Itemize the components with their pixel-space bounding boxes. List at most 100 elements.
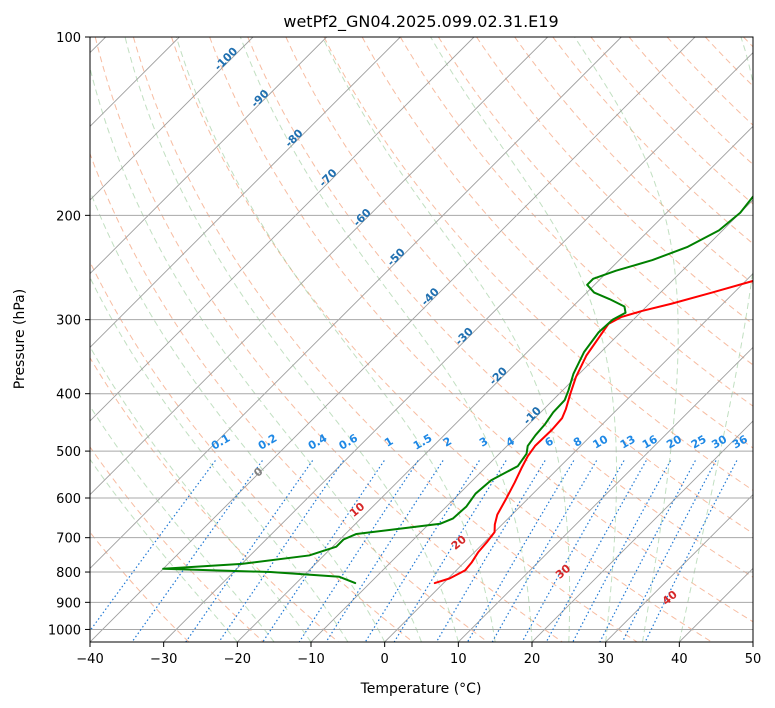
mixing-ratio-line bbox=[262, 460, 385, 642]
x-tick-label: −30 bbox=[150, 652, 177, 667]
y-tick-label: 900 bbox=[56, 596, 81, 611]
moist-adiabat bbox=[322, 37, 571, 642]
y-tick-label: 200 bbox=[56, 209, 81, 224]
isotherm-line bbox=[237, 125, 753, 642]
isotherm-line bbox=[163, 52, 753, 642]
mixing-ratio-line bbox=[325, 460, 444, 642]
x-tick-label: 30 bbox=[597, 652, 614, 667]
x-tick-label: −40 bbox=[76, 652, 103, 667]
moist-adiabat bbox=[90, 405, 275, 642]
dry-adiabat bbox=[171, 37, 713, 642]
x-tick-label: 0 bbox=[381, 652, 389, 667]
x-tick-label: −10 bbox=[297, 652, 324, 667]
mixing-ratio-label: 2 bbox=[441, 435, 454, 450]
dry-adiabat-label: 40 bbox=[660, 588, 680, 608]
mixing-ratio-label: 36 bbox=[730, 432, 750, 451]
isotherm-line bbox=[90, 37, 401, 348]
isotherm-line bbox=[458, 346, 753, 642]
mixing-ratio-lines bbox=[90, 460, 738, 642]
y-tick-label: 300 bbox=[56, 314, 81, 329]
dry-adiabat bbox=[132, 37, 638, 642]
temperature-profile-line bbox=[433, 279, 753, 585]
dry-adiabat bbox=[90, 531, 190, 642]
x-axis: −40 −30 −20 −10 0 10 20 30 40 50 bbox=[76, 642, 761, 667]
isotherms bbox=[90, 37, 753, 642]
mixing-ratio-label: 0.4 bbox=[306, 431, 330, 452]
x-tick-label: 50 bbox=[745, 652, 762, 667]
dry-adiabat bbox=[90, 152, 488, 642]
dry-adiabat-label: 30 bbox=[553, 562, 573, 582]
mixing-ratio-label: 10 bbox=[591, 432, 611, 451]
isotherm-line bbox=[531, 420, 753, 642]
isotherm-line bbox=[90, 37, 254, 201]
moist-adiabat bbox=[574, 37, 679, 642]
moist-adiabat bbox=[678, 37, 753, 642]
mixing-ratio-label: 13 bbox=[618, 433, 638, 452]
dry-adiabat bbox=[590, 37, 753, 205]
y-axis-label: Pressure (hPa) bbox=[12, 289, 28, 389]
dewpoint-profile-line bbox=[162, 194, 753, 585]
isotherm-label: -60 bbox=[351, 206, 374, 229]
moist-adiabat bbox=[124, 37, 459, 642]
dry-adiabat bbox=[438, 37, 753, 366]
isotherm-label: -90 bbox=[248, 87, 271, 110]
y-tick-label: 800 bbox=[56, 566, 81, 581]
mixing-ratio-label: 16 bbox=[640, 432, 660, 451]
isotherm-label: -100 bbox=[212, 44, 241, 73]
mixing-ratio-line bbox=[491, 460, 598, 642]
isotherm-label: -30 bbox=[453, 325, 476, 348]
isotherm-label: -50 bbox=[385, 245, 408, 268]
dry-adiabat bbox=[94, 37, 563, 642]
dry-adiabat bbox=[90, 260, 414, 642]
x-tick-label: 10 bbox=[450, 652, 467, 667]
isotherm-label: -10 bbox=[521, 404, 544, 427]
y-tick-label: 1000 bbox=[48, 623, 81, 638]
dry-adiabat-label: 20 bbox=[449, 533, 469, 553]
x-axis-label: Temperature (°C) bbox=[360, 681, 482, 697]
dry-adiabat bbox=[552, 37, 753, 245]
mixing-ratio-line bbox=[90, 460, 216, 632]
pressure-gridlines bbox=[90, 37, 753, 630]
x-tick-label: 40 bbox=[671, 652, 688, 667]
dry-adiabat bbox=[743, 37, 753, 48]
y-tick-label: 700 bbox=[56, 532, 81, 547]
mixing-ratio-line bbox=[393, 460, 507, 642]
isotherm-line bbox=[90, 37, 696, 642]
dry-adiabat bbox=[90, 356, 339, 642]
mixing-ratio-label: 25 bbox=[689, 433, 709, 452]
moist-adiabat bbox=[90, 66, 422, 642]
profile-lines bbox=[162, 194, 753, 585]
isotherm-label: -40 bbox=[419, 285, 442, 308]
isotherm-line bbox=[605, 494, 753, 642]
dry-adiabat-label: 0 bbox=[251, 465, 265, 480]
moist-adiabat bbox=[90, 458, 238, 642]
mixing-ratio-line bbox=[572, 460, 672, 642]
chart-title: wetPf2_GN04.2025.099.02.31.E19 bbox=[283, 12, 558, 32]
mixing-ratio-line bbox=[364, 460, 480, 642]
mixing-ratio-line bbox=[435, 460, 546, 642]
moist-adiabat bbox=[90, 345, 312, 642]
dry-adiabats bbox=[90, 37, 753, 642]
mixing-ratio-line bbox=[131, 460, 263, 642]
mixing-ratio-line bbox=[218, 460, 345, 642]
y-tick-label: 400 bbox=[56, 388, 81, 403]
isotherm-line bbox=[90, 37, 548, 496]
dry-adiabat-label: 10 bbox=[347, 500, 367, 520]
y-tick-label: 100 bbox=[56, 31, 81, 46]
mixing-ratio-line bbox=[185, 460, 314, 642]
moist-adiabat bbox=[90, 189, 386, 642]
dry-adiabat bbox=[90, 446, 264, 642]
isotherm-label: -70 bbox=[316, 166, 339, 189]
x-tick-label: 20 bbox=[524, 652, 541, 667]
x-tick-label: −20 bbox=[224, 652, 251, 667]
dry-adiabat bbox=[666, 37, 753, 126]
y-tick-label: 500 bbox=[56, 445, 81, 460]
moist-adiabat bbox=[175, 37, 496, 642]
mixing-ratio-line bbox=[644, 460, 738, 642]
mixing-ratio-label: 1.5 bbox=[411, 432, 434, 453]
isotherm-line bbox=[679, 567, 753, 642]
isotherm-line bbox=[90, 37, 475, 422]
y-axis: 100 200 300 400 500 600 700 800 900 1000 bbox=[48, 31, 90, 638]
dry-adiabat bbox=[285, 37, 753, 535]
isotherm-line bbox=[752, 641, 753, 642]
